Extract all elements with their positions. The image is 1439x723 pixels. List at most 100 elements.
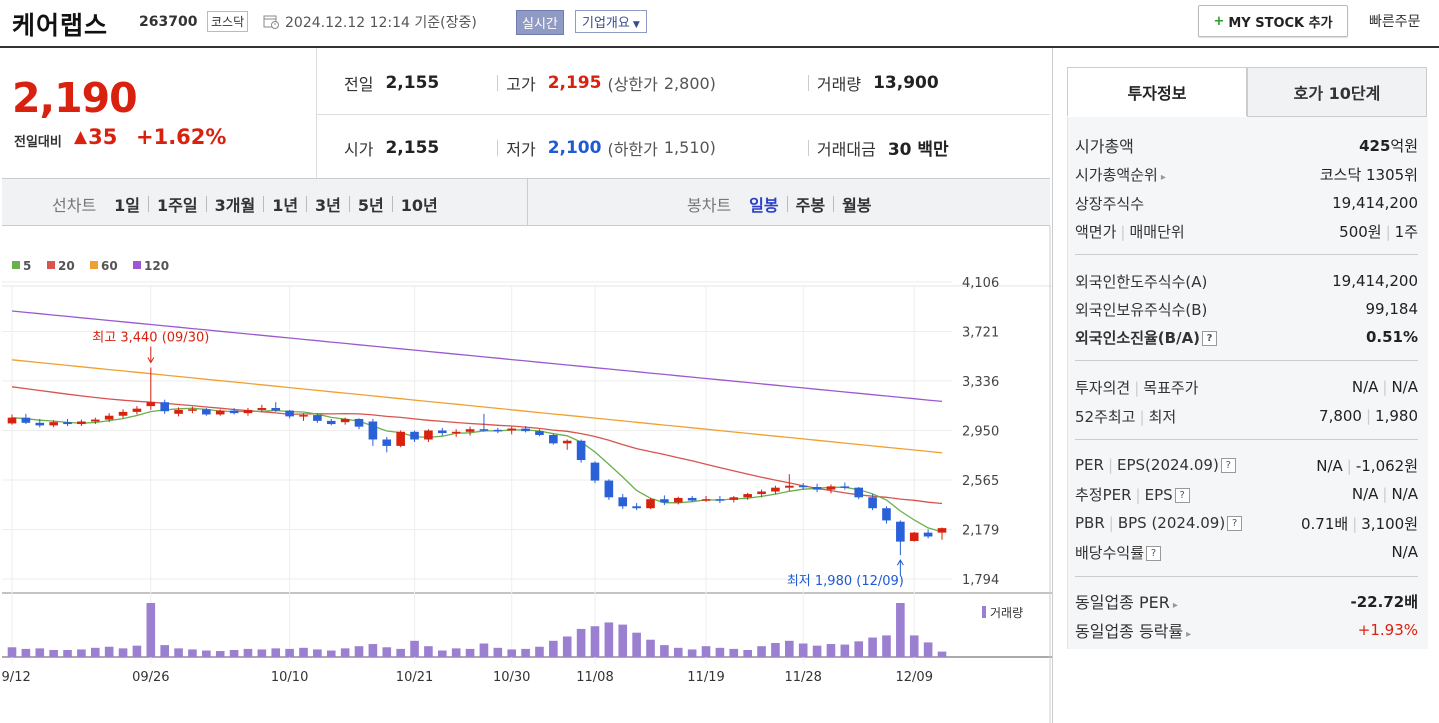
volume-bar	[21, 648, 31, 657]
rank-label[interactable]: 시가총액순위	[1075, 165, 1158, 184]
candle-chart-tabs: 봉차트 일봉 주봉 월봉	[687, 192, 872, 216]
candle-body	[132, 408, 142, 412]
market-cap-unit: 억원	[1390, 136, 1418, 155]
industry-change-label[interactable]: 동일업종 등락률	[1075, 622, 1184, 641]
upper-limit-label: (상한가	[607, 75, 658, 94]
ma60-line	[11, 359, 943, 454]
tab-1w[interactable]: 1주일	[157, 196, 198, 215]
candle-body	[715, 499, 725, 501]
low-annotation: 최저 1,980 (12/09)	[787, 574, 904, 589]
candle-body	[326, 420, 336, 425]
help-icon[interactable]: ?	[1174, 487, 1190, 503]
candle-body	[382, 439, 392, 446]
tab-weekly[interactable]: 주봉	[795, 196, 826, 215]
legend-label: 120	[144, 259, 169, 273]
x-tick-label: 10/30	[493, 670, 530, 685]
shares-value: 19,414,200	[1332, 194, 1418, 212]
candle-body	[354, 418, 364, 427]
dividend-value: N/A	[1391, 543, 1418, 561]
x-tick-label: 10/10	[271, 670, 308, 685]
right-panel	[1052, 48, 1439, 723]
divider	[497, 139, 499, 156]
industry-per-value: -22.72배	[1350, 592, 1418, 611]
candle-body	[562, 440, 572, 444]
volume-bar	[701, 646, 711, 657]
candle-body	[604, 480, 614, 498]
volume-bar	[909, 635, 919, 657]
stock-code: 263700	[139, 14, 198, 30]
divider	[391, 196, 393, 212]
foreign-ratio-value: 0.51%	[1365, 328, 1418, 346]
tab-invest-info[interactable]: 투자정보	[1067, 67, 1247, 116]
candle-body	[646, 499, 655, 509]
ma120-line	[11, 310, 943, 403]
divider	[807, 75, 809, 91]
tab-3y[interactable]: 3년	[315, 196, 341, 215]
price-chart[interactable]: 5 20 60 120 09/12 09/26 10/10 10/21 10/30 11/08 11…	[2, 226, 1052, 723]
candle-body	[826, 486, 836, 490]
volume-bar	[285, 648, 294, 657]
volume-bar	[132, 645, 142, 657]
tab-5y[interactable]: 5년	[357, 196, 384, 215]
company-name: 케어랩스	[12, 11, 109, 40]
opinion-value: N/A	[1351, 378, 1379, 396]
candle-body	[896, 521, 905, 542]
volume-legend-swatch	[982, 606, 986, 618]
realtime-button[interactable]: 실시간	[516, 10, 564, 35]
candle-body	[812, 487, 822, 490]
tab-1d[interactable]: 1일	[114, 196, 141, 215]
tab-monthly[interactable]: 월봉	[842, 196, 872, 215]
company-info-dropdown[interactable]: 기업개요 ▼	[575, 10, 647, 33]
help-icon[interactable]: ?	[1202, 330, 1218, 346]
volume-bar	[437, 650, 447, 657]
eps-value: -1,062원	[1355, 456, 1418, 475]
est-per-row: 추정PER | EPS? N/A | N/A	[1075, 485, 1418, 504]
amount-value: 30 백만	[887, 140, 949, 160]
change-percent: +1.62%	[136, 125, 227, 149]
mystock-add-button[interactable]: + MY STOCK 추가	[1198, 5, 1348, 37]
volume-bar	[382, 647, 392, 657]
divider	[1075, 576, 1418, 577]
per-label: PER	[1075, 456, 1104, 474]
foreign-ratio-row: 외국인소진율(B/A)? 0.51%	[1075, 325, 1418, 349]
candle-body	[188, 409, 197, 411]
chevron-down-icon: ▼	[632, 20, 640, 30]
candle-body	[687, 497, 697, 501]
volume-bar	[812, 645, 822, 657]
volume-bar	[396, 648, 405, 657]
volume-bar	[257, 649, 267, 657]
shares-label: 상장주식수	[1075, 194, 1145, 213]
candle-body	[840, 486, 850, 488]
candle-body	[340, 418, 350, 423]
opinion-label: 투자의견	[1075, 378, 1131, 397]
candle-body	[77, 421, 86, 425]
industry-per-label[interactable]: 동일업종 PER	[1075, 593, 1170, 612]
help-icon[interactable]: ?	[1227, 516, 1243, 531]
tab-daily[interactable]: 일봉	[749, 196, 779, 215]
volume-bar	[354, 646, 364, 657]
est-per-label: 추정PER	[1075, 485, 1132, 504]
volume-bar	[493, 647, 503, 657]
volume-bar	[7, 647, 17, 657]
tab-1y[interactable]: 1년	[272, 196, 299, 215]
candle-body	[229, 410, 239, 414]
quick-order-link[interactable]: 빠른주문	[1369, 14, 1421, 30]
volume-bar	[90, 647, 100, 657]
high-annotation: 최고 3,440 (09/30)	[92, 331, 209, 346]
lot-label: 매매단위	[1129, 222, 1185, 241]
par-label: 액면가	[1075, 222, 1117, 241]
help-icon[interactable]: ?	[1220, 458, 1236, 473]
volume-bar	[104, 646, 114, 657]
up-triangle-icon: ▲	[74, 127, 88, 147]
open-value: 2,155	[385, 137, 440, 158]
tab-3m[interactable]: 3개월	[214, 196, 256, 215]
candle-body	[868, 497, 877, 509]
industry-change-row: 동일업종 등락률 ▸ +1.93%	[1075, 618, 1418, 642]
volume-bar	[840, 644, 850, 657]
tab-order-book[interactable]: 호가 10단계	[1247, 67, 1427, 117]
help-icon[interactable]: ?	[1146, 545, 1162, 561]
bps-label: BPS (2024.09)	[1117, 514, 1226, 532]
prev-close-value: 2,155	[385, 73, 440, 93]
y-tick-label: 3,721	[962, 325, 999, 340]
tab-10y[interactable]: 10년	[400, 196, 438, 215]
